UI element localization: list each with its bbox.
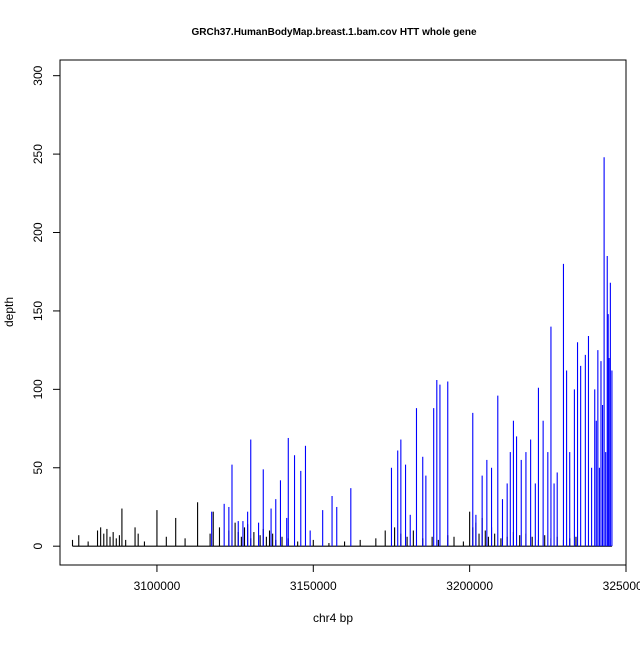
x-tick-label: 3200000	[446, 579, 493, 593]
y-tick-label: 0	[31, 543, 45, 550]
x-tick-label: 3100000	[134, 579, 181, 593]
y-axis: 0 50 100 150 200 250 300	[31, 65, 61, 550]
y-tick-label: 250	[31, 144, 45, 164]
y-tick-label: 100	[31, 379, 45, 399]
y-tick-label: 150	[31, 301, 45, 321]
x-tick-label: 3150000	[290, 579, 337, 593]
chart-title: GRCh37.HumanBodyMap.breast.1.bam.cov HTT…	[191, 27, 476, 38]
plot-area-frame	[59, 59, 627, 566]
y-tick-label: 50	[31, 461, 45, 475]
y-tick-label: 300	[31, 65, 45, 85]
x-axis-label: chr4 bp	[313, 611, 353, 625]
bars-layer	[71, 157, 613, 547]
y-axis-label: depth	[2, 297, 16, 327]
y-tick-label: 200	[31, 222, 45, 242]
